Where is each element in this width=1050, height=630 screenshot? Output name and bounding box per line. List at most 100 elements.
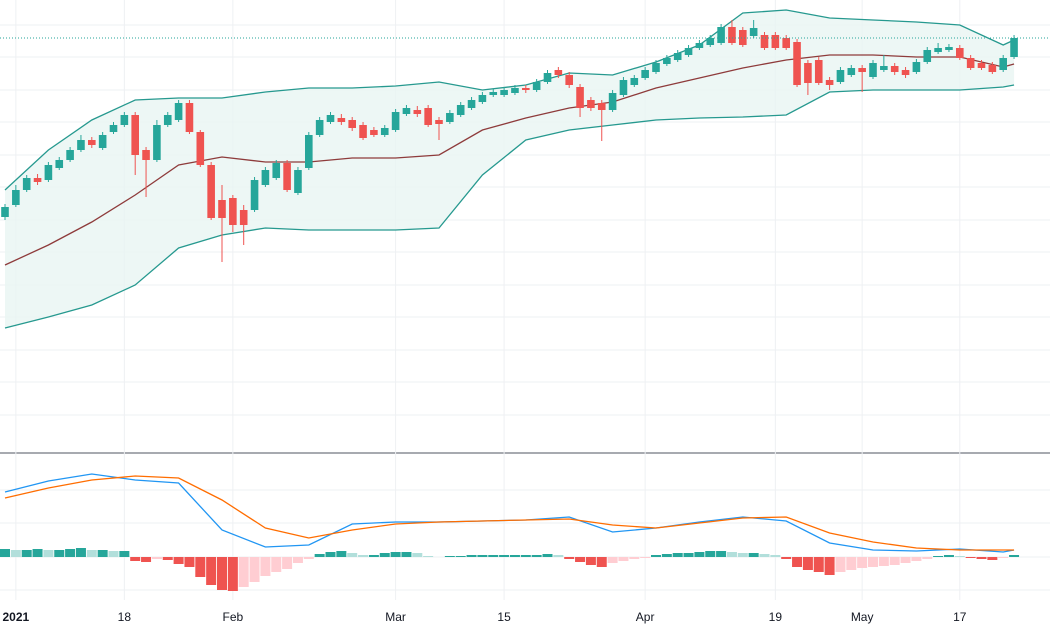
histogram-bar	[455, 556, 466, 557]
histogram-bar	[748, 553, 759, 557]
histogram-bar	[585, 557, 596, 565]
candle-body	[760, 35, 769, 48]
histogram-bar	[282, 557, 293, 569]
histogram-bar	[379, 553, 390, 557]
candle-body	[706, 38, 715, 45]
candle-body	[446, 113, 454, 122]
candle-body	[142, 150, 150, 160]
histogram-bar	[520, 555, 531, 557]
histogram-bar	[553, 555, 564, 557]
histogram-bar	[119, 551, 130, 557]
indicator-line	[4, 84, 1015, 329]
x-tick-label: 17	[953, 610, 967, 624]
histogram-bar	[954, 556, 965, 557]
histogram-bar	[824, 557, 835, 575]
candle-body	[619, 80, 628, 95]
histogram-bar	[661, 554, 672, 557]
histogram-bar	[987, 557, 998, 560]
candle-body	[44, 165, 53, 180]
candle-body	[88, 140, 96, 145]
histogram-bar	[412, 553, 423, 557]
candle-body	[239, 210, 248, 225]
histogram-bar	[271, 557, 282, 572]
x-tick-label: 18	[118, 610, 132, 624]
histogram-bar	[1009, 555, 1020, 557]
histogram-bar	[423, 556, 434, 557]
candle-body	[131, 115, 139, 155]
histogram-bar	[726, 552, 737, 557]
histogram-bar	[705, 551, 716, 557]
histogram-bar	[542, 554, 553, 557]
histogram-bar	[0, 549, 10, 557]
histogram-bar	[564, 557, 575, 559]
candle-body	[489, 92, 498, 95]
candle-body	[663, 58, 671, 64]
candle-body	[424, 108, 432, 125]
candle-body	[684, 48, 693, 55]
candle-body	[120, 115, 129, 125]
candle-body	[77, 140, 85, 150]
histogram-bar	[162, 557, 173, 560]
histogram-bar	[575, 557, 586, 562]
candle-body	[185, 103, 194, 132]
histogram-bar	[336, 551, 347, 557]
histogram-bar	[596, 557, 607, 567]
histogram-bar	[65, 549, 76, 557]
candle-body	[261, 170, 270, 185]
candle-body	[109, 125, 118, 132]
candle-body	[934, 48, 942, 52]
histogram-bar	[151, 557, 162, 559]
histogram-bar	[130, 557, 141, 561]
candle-body	[532, 82, 541, 90]
candle-body	[359, 125, 367, 138]
candle-body	[717, 27, 725, 43]
histogram-bar	[477, 555, 488, 557]
candle-body	[749, 28, 758, 36]
x-tick-label: Apr	[636, 610, 655, 624]
candle-body	[207, 165, 215, 218]
candle-body	[869, 63, 877, 77]
candle-body	[814, 60, 823, 83]
histogram-bar	[911, 557, 922, 561]
candle-body	[597, 103, 606, 110]
x-tick-label: Feb	[223, 610, 244, 624]
candle-body	[315, 120, 324, 135]
histogram-bar	[922, 557, 933, 559]
histogram-bar	[108, 551, 119, 557]
candle-body	[12, 190, 20, 205]
histogram-bar	[759, 554, 770, 557]
histogram-bar	[716, 551, 727, 557]
candle-body	[782, 38, 790, 48]
histogram-bar	[509, 555, 520, 557]
histogram-bar	[531, 555, 542, 557]
histogram-bar	[75, 548, 86, 557]
band-fill	[5, 10, 1015, 328]
histogram-bar	[943, 555, 954, 557]
histogram-bar	[976, 557, 987, 559]
candle-body	[608, 93, 617, 110]
candle-body	[370, 130, 378, 135]
indicator-line	[4, 475, 1015, 551]
histogram-bar	[390, 552, 401, 557]
candle-body	[55, 160, 64, 168]
candle-body	[305, 135, 313, 168]
candle-body	[728, 27, 736, 43]
candle-body	[218, 200, 226, 218]
candle-body	[467, 100, 476, 108]
candle-body	[33, 178, 42, 182]
histogram-bar	[32, 549, 43, 557]
candle-body	[858, 68, 866, 72]
candle-body	[804, 63, 812, 83]
candle-body	[1010, 38, 1018, 57]
candle-body	[836, 70, 845, 82]
histogram-bar	[607, 557, 618, 563]
histogram-bar	[900, 557, 911, 563]
x-tick-label: May	[851, 610, 874, 624]
histogram-bar	[86, 550, 97, 557]
histogram-bar	[303, 557, 314, 559]
candle-body	[793, 42, 801, 85]
histogram-bar	[846, 557, 857, 570]
histogram-bar	[499, 555, 510, 557]
histogram-bar	[466, 555, 477, 557]
